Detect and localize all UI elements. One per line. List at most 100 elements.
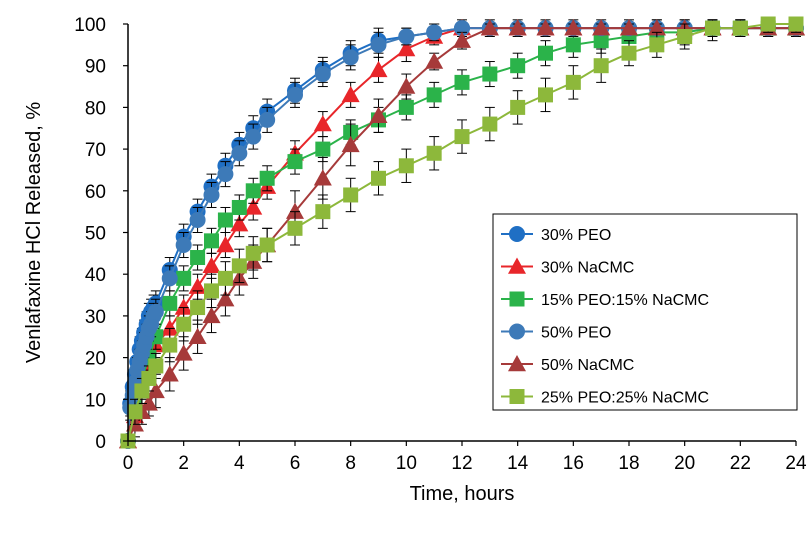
- data-point: [593, 58, 609, 74]
- data-point: [705, 20, 720, 36]
- data-point: [175, 237, 192, 254]
- data-point: [146, 381, 165, 399]
- data-point: [398, 99, 414, 115]
- data-point: [139, 394, 158, 411]
- data-point: [259, 111, 276, 128]
- data-point: [426, 24, 443, 41]
- y-tick-label: 80: [85, 98, 106, 119]
- data-point: [217, 270, 233, 286]
- data-point: [161, 270, 178, 287]
- legend-label: 15% PEO:15% NaCMC: [541, 292, 709, 309]
- x-tick-label: 14: [507, 453, 529, 474]
- data-point: [127, 404, 143, 420]
- data-point: [510, 99, 526, 115]
- data-point: [397, 77, 416, 94]
- legend-label: 30% PEO: [541, 227, 611, 244]
- data-point: [204, 233, 219, 249]
- data-point: [134, 383, 150, 399]
- x-tick-label: 2: [178, 453, 189, 474]
- data-point: [538, 45, 553, 61]
- legend-swatch-marker: [509, 291, 525, 307]
- data-point: [190, 300, 206, 316]
- data-point: [160, 319, 179, 336]
- y-tick-label: 10: [85, 390, 106, 411]
- data-point: [315, 204, 331, 220]
- data-point: [454, 74, 470, 90]
- series-25-peo-25-nacmc: [120, 16, 804, 449]
- data-point: [147, 303, 164, 320]
- data-point: [204, 283, 219, 299]
- data-point: [649, 37, 665, 53]
- data-point: [453, 31, 471, 48]
- data-point: [482, 116, 498, 132]
- x-tick-label: 10: [396, 453, 417, 474]
- data-point: [371, 170, 386, 186]
- legend-swatch-marker: [508, 257, 526, 274]
- data-point: [287, 220, 303, 236]
- data-point: [342, 49, 359, 66]
- data-point: [398, 28, 415, 45]
- data-point: [259, 170, 275, 186]
- y-tick-label: 0: [95, 432, 106, 453]
- legend-label: 50% PEO: [541, 325, 611, 342]
- x-tick-label: 8: [345, 453, 356, 474]
- data-point: [564, 19, 583, 36]
- axes: 0 2 4 6 8 10 12 14 16 18 20 22 24 010203040506070809…: [74, 15, 807, 474]
- y-tick-label: 30: [85, 307, 106, 328]
- data-point: [510, 58, 526, 74]
- y-tick-label: 40: [85, 265, 106, 286]
- data-point: [245, 128, 262, 145]
- data-point: [341, 85, 360, 103]
- data-point: [259, 237, 275, 253]
- data-point: [369, 60, 388, 78]
- data-point: [286, 202, 304, 219]
- legend-swatch-marker: [509, 226, 525, 242]
- data-point: [538, 87, 553, 103]
- data-point: [454, 129, 470, 145]
- legend: 30% PEO 30% NaCMC 15% PEO:15% NaCMC 50% PEO…: [492, 213, 798, 411]
- data-point: [141, 370, 157, 386]
- data-point: [397, 40, 416, 57]
- x-tick-label: 22: [730, 453, 751, 474]
- data-point: [148, 358, 164, 374]
- y-tick-label: 50: [85, 224, 106, 245]
- data-point: [425, 52, 444, 69]
- data-point: [176, 270, 192, 286]
- data-point: [162, 295, 178, 311]
- data-point: [313, 169, 332, 186]
- legend-swatch-marker: [509, 323, 525, 340]
- data-point: [341, 135, 360, 153]
- data-point: [217, 166, 234, 183]
- data-point: [174, 344, 193, 361]
- data-point: [426, 145, 442, 161]
- data-point: [620, 19, 638, 36]
- data-point: [592, 19, 611, 36]
- legend-box: [492, 213, 798, 411]
- data-point: [677, 29, 693, 45]
- data-point: [287, 154, 303, 170]
- data-point: [176, 316, 192, 332]
- data-point: [314, 66, 331, 83]
- legend-swatch-marker: [509, 389, 525, 404]
- data-point: [202, 256, 221, 274]
- legend-item: 25% PEO:25% NaCMC: [501, 389, 709, 407]
- data-point: [370, 36, 387, 53]
- data-point: [245, 245, 261, 261]
- data-point: [231, 145, 248, 162]
- y-axis-title: Venlafaxine HCl Released, %: [23, 102, 45, 363]
- x-tick-label: 6: [290, 453, 301, 474]
- legend-swatch-marker: [508, 355, 526, 372]
- data-point: [565, 74, 581, 90]
- data-point: [217, 212, 233, 228]
- legend-label: 50% NaCMC: [541, 357, 634, 374]
- data-point: [426, 87, 442, 103]
- data-point: [188, 277, 207, 294]
- x-tick-label: 4: [234, 453, 245, 474]
- data-point: [536, 19, 555, 36]
- data-point: [369, 106, 388, 123]
- data-point: [760, 16, 776, 32]
- data-point: [343, 187, 359, 203]
- data-point: [231, 258, 247, 274]
- data-point: [216, 236, 235, 253]
